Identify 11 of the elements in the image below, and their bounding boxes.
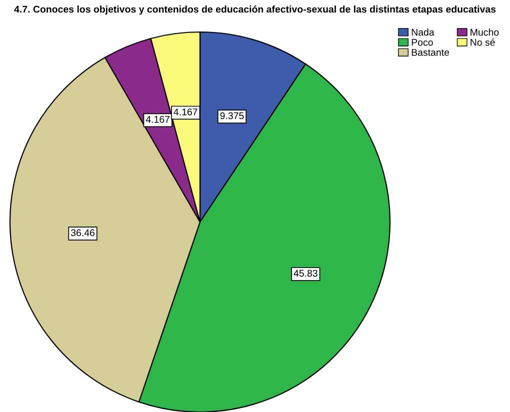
legend-label: Mucho <box>470 28 499 36</box>
data-label: 36.46 <box>70 229 95 236</box>
legend-label: No sé <box>470 38 495 46</box>
chart-title: 4.7. Conoces los objetivos y contenidos de educación afectivo-sexual de las distintas etapas educativas <box>14 5 496 15</box>
legend-label: Bastante <box>412 49 450 56</box>
legend-label: Poco <box>412 38 433 46</box>
data-label: 45.83 <box>294 270 318 277</box>
data-label: 4.167 <box>174 108 198 116</box>
data-label: 9.375 <box>220 112 244 120</box>
data-label: 4.167 <box>146 116 170 123</box>
legend-label: Nada <box>412 28 434 36</box>
